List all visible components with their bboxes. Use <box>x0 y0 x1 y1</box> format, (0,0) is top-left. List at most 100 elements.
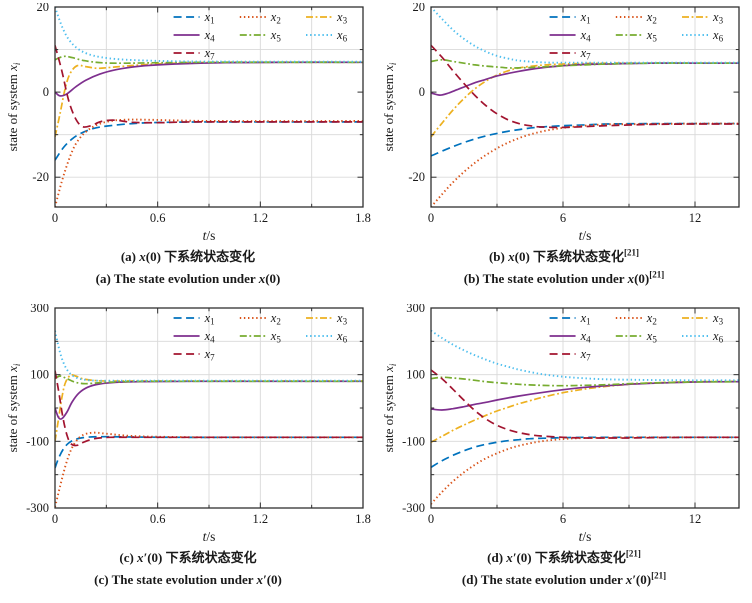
svg-text:x5: x5 <box>646 28 658 44</box>
svg-text:0: 0 <box>419 85 425 99</box>
axes-frame <box>54 307 364 509</box>
svg-text:x5: x5 <box>270 329 282 345</box>
series-x4 <box>431 62 739 96</box>
svg-text:0: 0 <box>428 512 434 526</box>
panel-b: 0 6 12 -20 0 20 t/s state of system xi x1 x2 x3 x4 x… <box>376 0 752 301</box>
x-axis-label: t/s <box>203 228 216 243</box>
y-axis-label: state of system xi <box>5 62 22 151</box>
y-axis-label: state of system xi <box>381 363 398 452</box>
gridlines <box>55 7 363 207</box>
series-x1 <box>55 435 363 469</box>
svg-text:x1: x1 <box>204 311 215 327</box>
series-x1 <box>431 436 739 469</box>
svg-text:x2: x2 <box>646 10 657 26</box>
svg-text:x3: x3 <box>336 311 348 327</box>
series-group <box>431 329 739 505</box>
svg-text:x2: x2 <box>646 311 657 327</box>
legend-item-x5: x5 <box>239 28 281 44</box>
series-x6 <box>431 7 739 64</box>
legend-item-x1: x1 <box>173 311 215 327</box>
series-group <box>431 7 739 207</box>
series-x2 <box>55 118 363 207</box>
svg-text:x3: x3 <box>336 10 348 26</box>
tick-labels: 0 6 12 -20 0 20 <box>408 3 701 225</box>
svg-text:12: 12 <box>689 512 702 526</box>
caption-zh-d: (d) x′(0) 下系统状态变化[21] <box>487 548 641 565</box>
svg-text:0.6: 0.6 <box>150 211 166 225</box>
series-x3 <box>431 380 739 444</box>
svg-text:100: 100 <box>406 368 425 382</box>
svg-text:1.2: 1.2 <box>253 211 269 225</box>
legend: x1 x2 x3 x4 x5 x6 x7 <box>173 10 348 62</box>
caption-en-c: (c) The state evolution under x′(0) <box>94 572 282 588</box>
svg-text:x2: x2 <box>270 311 281 327</box>
legend: x1 x2 x3 x4 x5 x6 x7 <box>549 10 724 62</box>
legend-item-x3: x3 <box>306 10 348 26</box>
series-x1 <box>431 122 739 157</box>
legend: x1 x2 x3 x4 x5 x6 x7 <box>549 311 724 363</box>
gridlines <box>55 308 363 508</box>
series-x2 <box>55 431 363 508</box>
chart-c-line-plot: 0 0.6 1.2 1.8 -300 -100 100 300 t/s state of syst… <box>5 304 371 544</box>
y-axis-label: state of system xi <box>381 62 398 151</box>
y-axis-label: state of system xi <box>5 363 22 452</box>
svg-text:x4: x4 <box>204 329 216 345</box>
svg-text:-20: -20 <box>408 170 425 184</box>
legend: x1 x2 x3 x4 x5 x6 x7 <box>173 311 348 363</box>
legend-item-x1: x1 <box>549 10 591 26</box>
svg-text:x7: x7 <box>580 347 592 363</box>
svg-text:0: 0 <box>52 211 58 225</box>
svg-text:-100: -100 <box>402 434 425 448</box>
svg-text:x4: x4 <box>580 28 592 44</box>
gridlines <box>431 308 739 508</box>
svg-text:-100: -100 <box>26 434 49 448</box>
svg-text:x3: x3 <box>712 10 724 26</box>
svg-text:x1: x1 <box>580 10 591 26</box>
legend-item-x7: x7 <box>549 46 591 62</box>
svg-text:x6: x6 <box>336 28 348 44</box>
svg-text:12: 12 <box>689 211 702 225</box>
series-group <box>55 330 363 508</box>
caption-en-d: (d) The state evolution under x′(0)[21] <box>461 570 667 588</box>
legend-item-x2: x2 <box>239 10 281 26</box>
caption-en-b: (b) The state evolution under x(0)[21] <box>463 269 665 287</box>
series-x2 <box>431 122 739 207</box>
caption-zh-b: (b) x(0) 下系统状态变化[21] <box>488 247 640 264</box>
legend-item-x4: x4 <box>173 329 216 345</box>
svg-text:x6: x6 <box>336 329 348 345</box>
svg-text:1.8: 1.8 <box>355 512 371 526</box>
legend-item-x4: x4 <box>173 28 215 44</box>
svg-text:0: 0 <box>43 85 49 99</box>
legend-item-x2: x2 <box>239 311 281 327</box>
x-axis-label: t/s <box>579 228 592 243</box>
legend-item-x7: x7 <box>549 347 592 363</box>
svg-text:x5: x5 <box>646 329 658 345</box>
svg-text:-300: -300 <box>26 501 49 515</box>
svg-text:x4: x4 <box>580 329 592 345</box>
legend-item-x6: x6 <box>682 28 724 44</box>
caption-zh-a: (a) x(0) 下系统状态变化 <box>120 249 256 264</box>
legend-item-x2: x2 <box>615 10 657 26</box>
legend-item-x6: x6 <box>682 329 724 345</box>
svg-text:-300: -300 <box>402 501 425 515</box>
x-axis-label: t/s <box>579 529 592 544</box>
legend-item-x1: x1 <box>549 311 591 327</box>
x-axis-label: t/s <box>203 529 216 544</box>
legend-item-x5: x5 <box>615 28 658 44</box>
svg-text:300: 300 <box>30 304 49 315</box>
series-x6 <box>55 330 363 382</box>
legend-item-x6: x6 <box>306 329 348 345</box>
axes-frame <box>430 307 740 509</box>
svg-text:0: 0 <box>52 512 58 526</box>
chart-d-line-plot: 0 6 12 -300 -100 100 300 t/s state of system xi x… <box>381 304 740 544</box>
series-group <box>55 7 363 207</box>
legend-item-x6: x6 <box>306 28 348 44</box>
svg-text:x7: x7 <box>204 46 216 62</box>
legend-item-x5: x5 <box>615 329 658 345</box>
svg-text:6: 6 <box>560 512 566 526</box>
legend-item-x7: x7 <box>173 347 215 363</box>
series-x4 <box>431 380 739 411</box>
